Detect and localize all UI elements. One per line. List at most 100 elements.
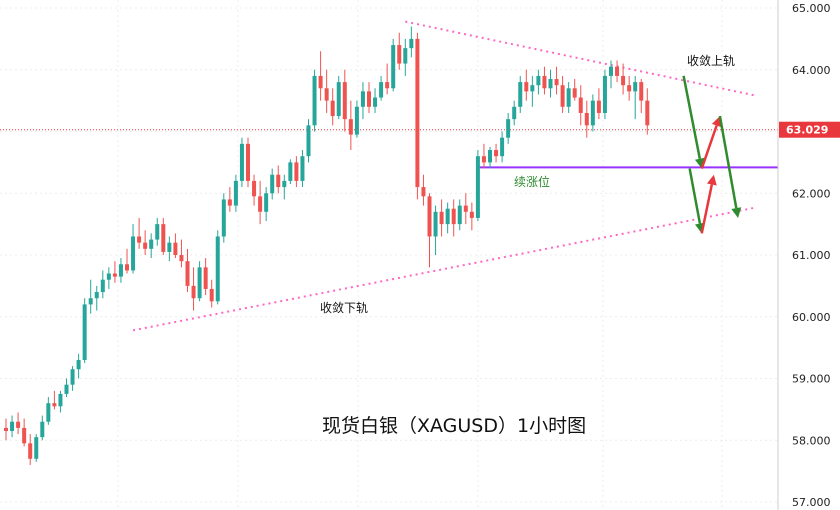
y-tick-label: 61.000: [792, 249, 831, 262]
candle-body: [602, 75, 607, 113]
candle-body: [463, 205, 468, 212]
candle-body: [524, 82, 529, 92]
candle-body: [318, 75, 323, 89]
candle-body: [397, 45, 402, 64]
candle-body: [621, 75, 626, 86]
candle-body: [239, 143, 244, 181]
candle-body: [58, 393, 63, 407]
candle-body: [46, 403, 51, 422]
projection-arrow-down: [718, 115, 742, 218]
candle-body: [4, 427, 8, 431]
candle-body: [615, 66, 620, 76]
candle-body: [185, 261, 190, 286]
candle-body: [609, 66, 613, 76]
candle-body: [475, 156, 480, 218]
candle-body: [536, 75, 541, 86]
candle-body: [179, 255, 184, 262]
candle-body: [451, 208, 456, 225]
candle-body: [155, 224, 160, 240]
candle-body: [288, 162, 293, 181]
y-tick-label: 57.000: [792, 496, 831, 509]
candle-body: [403, 48, 408, 64]
candle-body: [542, 75, 547, 89]
current-price-tag: 63.029: [779, 121, 840, 138]
candle-body: [161, 224, 166, 252]
candle-body: [227, 199, 232, 206]
candle-body: [64, 384, 69, 394]
candle-body: [330, 100, 335, 117]
candle-body: [627, 85, 632, 92]
candle-body: [149, 239, 154, 249]
candle-body: [481, 156, 486, 163]
candle-body: [246, 143, 250, 181]
candle-body: [94, 292, 99, 299]
lower-converging-trendline: [132, 206, 757, 332]
chart-title: 现货白银（XAGUSD）1小时图: [322, 415, 586, 437]
candle-body: [385, 82, 390, 89]
candle-body: [554, 79, 559, 86]
y-tick-label: 58.000: [792, 434, 831, 447]
projection-arrows: [682, 75, 742, 234]
candle-body: [282, 180, 287, 188]
candle-body: [367, 91, 371, 107]
y-tick-label: 64.000: [792, 64, 831, 77]
candle-body: [191, 285, 196, 299]
candle-body: [143, 242, 148, 249]
candle-body: [197, 267, 202, 299]
candle-body: [28, 443, 33, 459]
candle-body: [118, 264, 123, 277]
candle-body: [167, 242, 172, 252]
candle-body: [560, 85, 565, 107]
candle-body: [10, 421, 15, 431]
candle-body: [112, 273, 117, 277]
candle-body: [433, 211, 438, 237]
candle-body: [82, 304, 87, 360]
candle-body: [306, 125, 311, 157]
y-tick-label: 62.000: [792, 187, 831, 200]
candle-body: [203, 267, 208, 289]
candle-body: [427, 196, 432, 237]
candle-body: [100, 279, 105, 293]
candle-body: [494, 150, 499, 157]
candle-body: [125, 264, 129, 271]
candle-body: [294, 162, 299, 181]
candle-body: [336, 82, 341, 117]
candle-body: [173, 242, 178, 255]
candle-body: [209, 288, 214, 302]
candle-body: [584, 112, 589, 126]
projection-arrow-up: [700, 116, 722, 169]
candle-body: [421, 187, 426, 197]
candle-body: [566, 88, 571, 107]
candle-body: [312, 75, 317, 126]
candle-body: [221, 199, 226, 237]
candle-body: [379, 82, 384, 98]
candle-body: [300, 156, 305, 181]
projection-arrow-up: [700, 174, 717, 234]
y-tick-label: 65.000: [792, 2, 831, 15]
candle-body: [106, 273, 111, 280]
candle-body: [633, 82, 638, 92]
candle-body: [530, 85, 535, 92]
candle-body: [40, 421, 45, 438]
candle-body: [70, 369, 75, 385]
candle-body: [572, 88, 577, 98]
candle-body: [506, 119, 511, 138]
candle-body: [137, 236, 142, 243]
candle-body: [512, 106, 517, 120]
candle-body: [215, 236, 220, 302]
candle-body: [348, 119, 353, 135]
candle-body: [639, 82, 644, 101]
candle-body: [469, 211, 474, 218]
candle-body: [578, 97, 583, 113]
candle-body: [264, 193, 269, 212]
candle-body: [252, 180, 257, 197]
candle-body: [590, 100, 595, 126]
y-tick-label: 60.000: [792, 311, 831, 324]
upper-rail-label: 收敛上轨: [687, 53, 735, 68]
candle-body: [342, 82, 347, 120]
candle-body: [34, 437, 39, 459]
candle-body: [88, 298, 93, 305]
candle-body: [16, 421, 21, 428]
